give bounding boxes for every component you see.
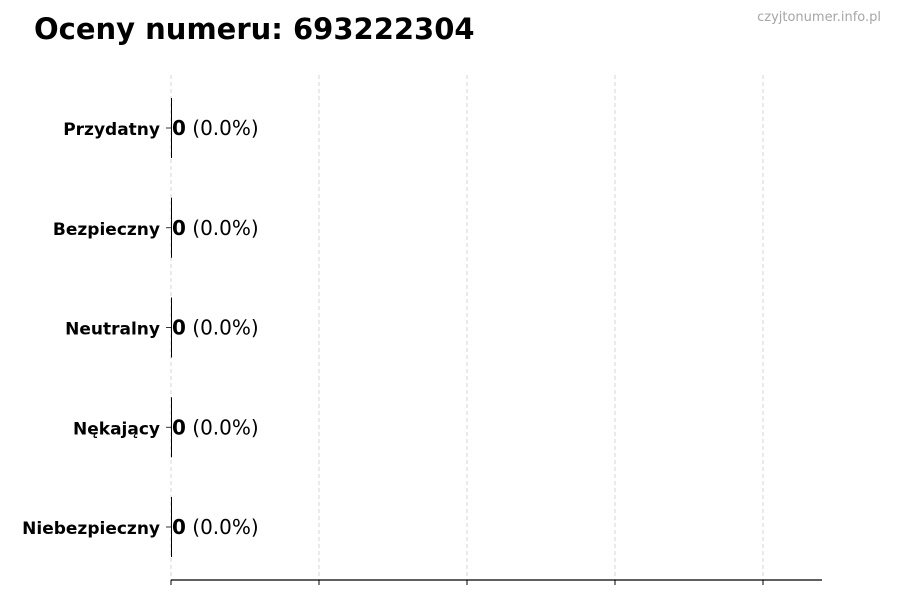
data-label: 0 (0.0%) [172,116,259,140]
category-label: Niebezpieczny [22,519,160,539]
bar [171,197,172,258]
bar [171,98,172,158]
bar [171,297,172,358]
category-label: Bezpieczny [53,220,160,240]
category-label: Neutralny [65,320,160,340]
bar [171,397,172,458]
data-label: 0 (0.0%) [172,515,259,539]
category-label: Przydatny [63,120,160,140]
chart-title: Oceny numeru: 693222304 [34,12,475,46]
data-label: 0 (0.0%) [172,415,259,439]
watermark: czyjtonumer.info.pl [757,10,881,25]
data-label: 0 (0.0%) [172,316,259,340]
category-label: Nękający [73,419,160,439]
bar [171,497,172,557]
data-label: 0 (0.0%) [172,216,259,240]
